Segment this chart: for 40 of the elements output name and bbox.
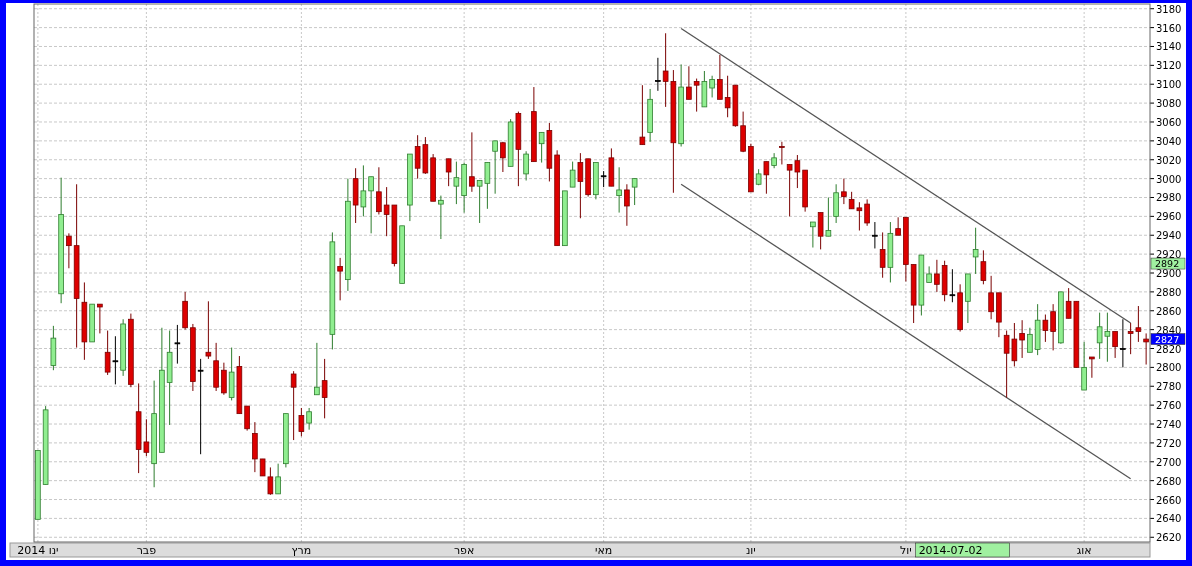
- y-tick-label: 3100: [1156, 79, 1182, 91]
- y-tick-label: 2800: [1156, 362, 1182, 374]
- y-tick-label: 3140: [1156, 41, 1182, 53]
- y-tick-label: 3060: [1156, 116, 1182, 128]
- y-tick-label: 2780: [1156, 381, 1182, 393]
- y-tick-label: 2740: [1156, 419, 1182, 431]
- y-tick-label: 2760: [1156, 400, 1182, 412]
- y-tick-label: 2860: [1156, 305, 1182, 317]
- y-tick-label: 2840: [1156, 324, 1182, 336]
- y-tick-label: 2880: [1156, 286, 1182, 298]
- x-tick-label: אוג: [1076, 544, 1092, 557]
- y-tick-label: 3180: [1156, 3, 1182, 15]
- text: 2892: [1155, 258, 1180, 270]
- x-tick-label: מאי: [594, 544, 613, 557]
- y-tick-label: 2980: [1156, 192, 1182, 204]
- y-tick-label: 3080: [1156, 98, 1182, 110]
- x-tick-label: מרץ: [291, 544, 312, 557]
- x-tick-label: פבר: [136, 544, 157, 557]
- x-tick-label: יול: [900, 544, 912, 557]
- y-tick-label: 2940: [1156, 230, 1182, 242]
- y-tick-label: 3000: [1156, 173, 1182, 185]
- y-tick-label: 2920: [1156, 249, 1182, 261]
- text: 2827: [1155, 333, 1180, 345]
- text: 2014-07-02: [918, 544, 983, 557]
- y-tick-label: 2900: [1156, 268, 1182, 279]
- y-tick-label: 2720: [1156, 437, 1182, 449]
- x-tick-label: 2014 ינו: [17, 544, 59, 557]
- y-tick-label: 3160: [1156, 22, 1182, 34]
- y-tick-label: 3020: [1156, 154, 1182, 166]
- y-tick-label: 2680: [1156, 475, 1182, 487]
- y-tick-label: 3040: [1156, 135, 1182, 147]
- y-tick-label: 2960: [1156, 211, 1182, 223]
- y-tick-label: 2640: [1156, 513, 1182, 525]
- y-tick-label: 2620: [1156, 532, 1182, 544]
- y-tick-label: 2660: [1156, 494, 1182, 506]
- y-tick-label: 2820: [1156, 343, 1182, 355]
- x-tick-label: אפר: [453, 544, 475, 557]
- y-tick-label: 3120: [1156, 60, 1182, 72]
- x-tick-label: יונ: [745, 544, 756, 557]
- y-tick-label: 2700: [1156, 456, 1182, 468]
